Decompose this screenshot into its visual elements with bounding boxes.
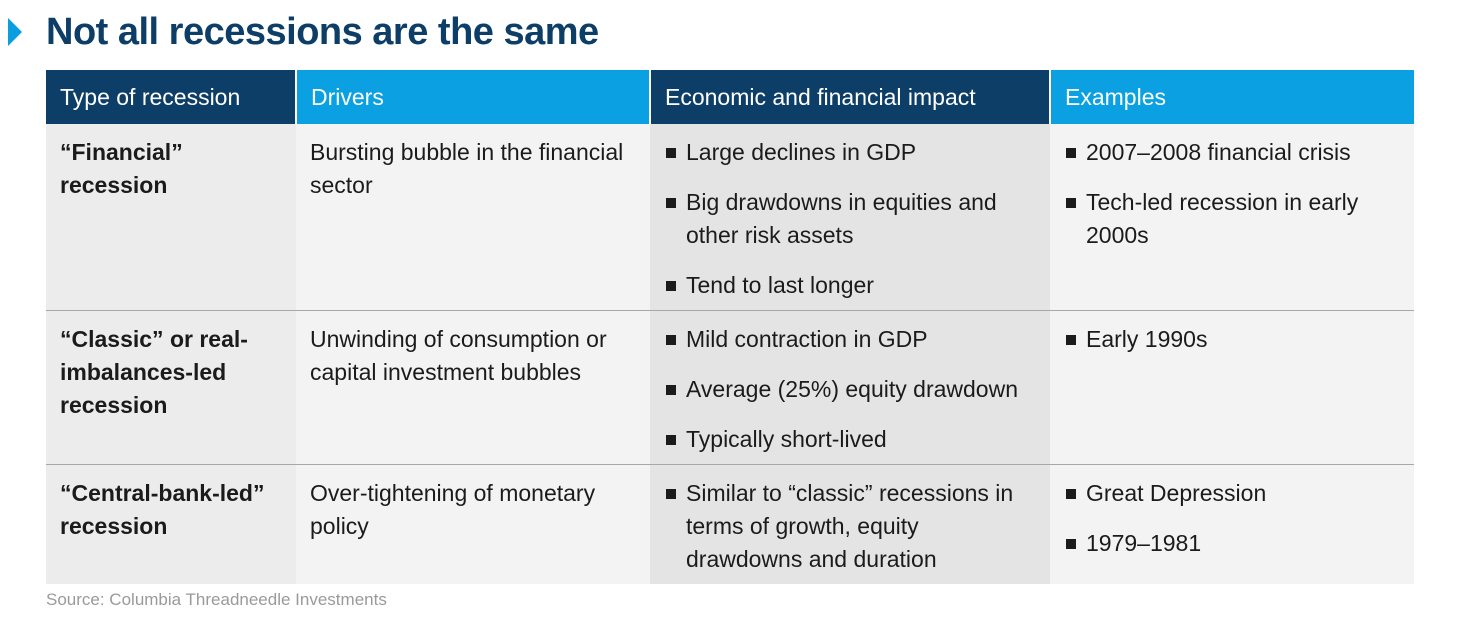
bullet-square-icon [1066, 489, 1076, 499]
impact-item: Large declines in GDP [664, 136, 1036, 169]
example-item: Tech-led recession in early 2000s [1064, 186, 1400, 252]
column-header-drivers: Drivers [296, 70, 651, 124]
drivers-cell: Unwinding of consumption or capital inve… [296, 310, 650, 465]
impact-item: Big drawdowns in equities and other risk… [664, 186, 1036, 252]
bullet-square-icon [666, 198, 676, 208]
example-item: Early 1990s [1064, 323, 1400, 356]
bullet-square-icon [1066, 335, 1076, 345]
recession-table: Type of recession Drivers Economic and f… [46, 70, 1414, 584]
bullet-square-icon [666, 489, 676, 499]
table-header-row: Type of recession Drivers Economic and f… [46, 70, 1414, 124]
title-row: Not all recessions are the same [8, 8, 599, 56]
recession-type-cell: “Financial” recession [46, 124, 296, 311]
drivers-cell: Bursting bubble in the financial sector [296, 124, 650, 311]
column-header-examples: Examples [1050, 70, 1414, 124]
source-note: Source: Columbia Threadneedle Investment… [46, 590, 387, 609]
bullet-square-icon [1066, 539, 1076, 549]
drivers-cell: Over-tightening of monetary policy [296, 464, 650, 584]
examples-cell: Early 1990s [1050, 310, 1414, 465]
examples-cell: 2007–2008 financial crisis Tech-led rece… [1050, 124, 1414, 311]
bullet-square-icon [666, 385, 676, 395]
bullet-square-icon [1066, 148, 1076, 158]
bullet-square-icon [666, 148, 676, 158]
column-header-impact: Economic and financial impact [650, 70, 1051, 124]
impact-item: Average (25%) equity drawdown [664, 373, 1036, 406]
examples-cell: Great Depression 1979–1981 [1050, 464, 1414, 584]
recession-type-cell: “Central-bank-led” recession [46, 464, 296, 584]
table-row: “Classic” or real-imbalances-led recessi… [46, 310, 1414, 465]
recession-type-cell: “Classic” or real-imbalances-led recessi… [46, 310, 296, 465]
impact-item: Similar to “classic” recessions in terms… [664, 477, 1036, 576]
table-row: “Central-bank-led” recession Over-tighte… [46, 464, 1414, 584]
bullet-square-icon [666, 281, 676, 291]
bullet-square-icon [666, 335, 676, 345]
impact-item: Mild contraction in GDP [664, 323, 1036, 356]
example-item: 2007–2008 financial crisis [1064, 136, 1400, 169]
column-header-type: Type of recession [46, 70, 297, 124]
impact-item: Tend to last longer [664, 269, 1036, 302]
impact-cell: Similar to “classic” recessions in terms… [650, 464, 1050, 584]
bullet-square-icon [666, 435, 676, 445]
impact-cell: Mild contraction in GDP Average (25%) eq… [650, 310, 1050, 465]
impact-item: Typically short-lived [664, 423, 1036, 456]
example-item: 1979–1981 [1064, 527, 1400, 560]
table-row: “Financial” recession Bursting bubble in… [46, 124, 1414, 311]
impact-cell: Large declines in GDP Big drawdowns in e… [650, 124, 1050, 311]
example-item: Great Depression [1064, 477, 1400, 510]
play-arrow-icon [8, 18, 22, 46]
bullet-square-icon [1066, 198, 1076, 208]
page-title: Not all recessions are the same [46, 10, 599, 53]
